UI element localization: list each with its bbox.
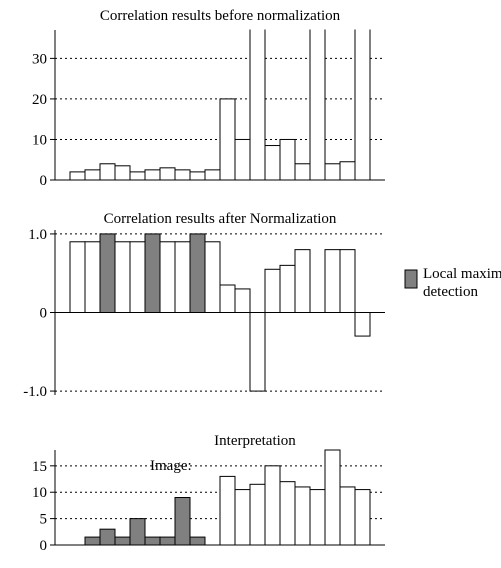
- legend-label: Local maximadetection: [423, 266, 501, 300]
- bar: [340, 487, 355, 545]
- bar: [175, 170, 190, 180]
- bar: [235, 139, 250, 180]
- ytick-label: 30: [32, 51, 47, 67]
- bar: [325, 250, 340, 313]
- bar: [235, 490, 250, 545]
- ytick-label: -1.0: [23, 384, 47, 400]
- chart2-title: Correlation results after Normalization: [104, 211, 337, 227]
- ytick-label: 5: [40, 512, 48, 528]
- ytick-label: 0: [40, 538, 48, 554]
- bar: [220, 99, 235, 180]
- bar-highlighted: [130, 519, 145, 545]
- ytick-label: 20: [32, 92, 47, 108]
- bar: [340, 250, 355, 313]
- bar: [310, 490, 325, 545]
- chart-before-normalization: Correlation results before normalization…: [32, 8, 385, 189]
- bar-highlighted: [160, 537, 175, 545]
- bar: [340, 162, 355, 180]
- bar: [160, 242, 175, 313]
- bar: [250, 313, 265, 392]
- bar: [265, 269, 280, 312]
- bar: [295, 250, 310, 313]
- bar: [160, 168, 175, 180]
- bar-highlighted: [115, 537, 130, 545]
- bar-highlighted: [175, 498, 190, 546]
- bar: [115, 242, 130, 313]
- chart3-bars: [85, 450, 370, 545]
- bar: [130, 172, 145, 180]
- bar: [235, 289, 250, 313]
- bar: [220, 476, 235, 545]
- bar: [355, 313, 370, 337]
- bar: [310, 30, 325, 180]
- bar: [85, 170, 100, 180]
- ytick-label: 10: [32, 485, 47, 501]
- bar: [70, 172, 85, 180]
- bar: [325, 164, 340, 180]
- bar-highlighted: [100, 234, 115, 313]
- bar: [205, 170, 220, 180]
- bar: [265, 466, 280, 545]
- ytick-label: 0: [40, 306, 48, 322]
- bar: [85, 242, 100, 313]
- chart-after-normalization: Correlation results after Normalization …: [23, 211, 501, 400]
- ytick-label: 1.0: [28, 227, 47, 243]
- ytick-label: 10: [32, 132, 47, 148]
- bar: [355, 30, 370, 180]
- bar: [115, 166, 130, 180]
- bar: [175, 242, 190, 313]
- chart2-legend: Local maximadetection: [405, 266, 501, 300]
- bar: [280, 265, 295, 312]
- bar-highlighted: [190, 234, 205, 313]
- chart-interpretation: Interpretation Image: 051015: [32, 433, 385, 554]
- ytick-label: 0: [40, 173, 48, 189]
- bar: [205, 242, 220, 313]
- bar: [250, 30, 265, 180]
- bar-highlighted: [145, 234, 160, 313]
- bar-highlighted: [190, 537, 205, 545]
- bar: [220, 285, 235, 313]
- ytick-label: 15: [32, 459, 47, 475]
- bar: [280, 139, 295, 180]
- chart3-title: Interpretation: [214, 433, 296, 449]
- bar: [100, 164, 115, 180]
- bar: [190, 172, 205, 180]
- bar: [130, 242, 145, 313]
- chart1-title: Correlation results before normalization: [100, 8, 341, 24]
- bar-highlighted: [100, 529, 115, 545]
- bar-highlighted: [85, 537, 100, 545]
- bar: [265, 146, 280, 180]
- chart1-bars: [70, 30, 370, 180]
- legend-swatch: [405, 270, 417, 288]
- bar: [145, 170, 160, 180]
- bar: [295, 487, 310, 545]
- bar: [250, 484, 265, 545]
- bar: [325, 450, 340, 545]
- bar: [355, 490, 370, 545]
- bar: [280, 482, 295, 545]
- bar: [295, 164, 310, 180]
- bar-highlighted: [145, 537, 160, 545]
- bar: [70, 242, 85, 313]
